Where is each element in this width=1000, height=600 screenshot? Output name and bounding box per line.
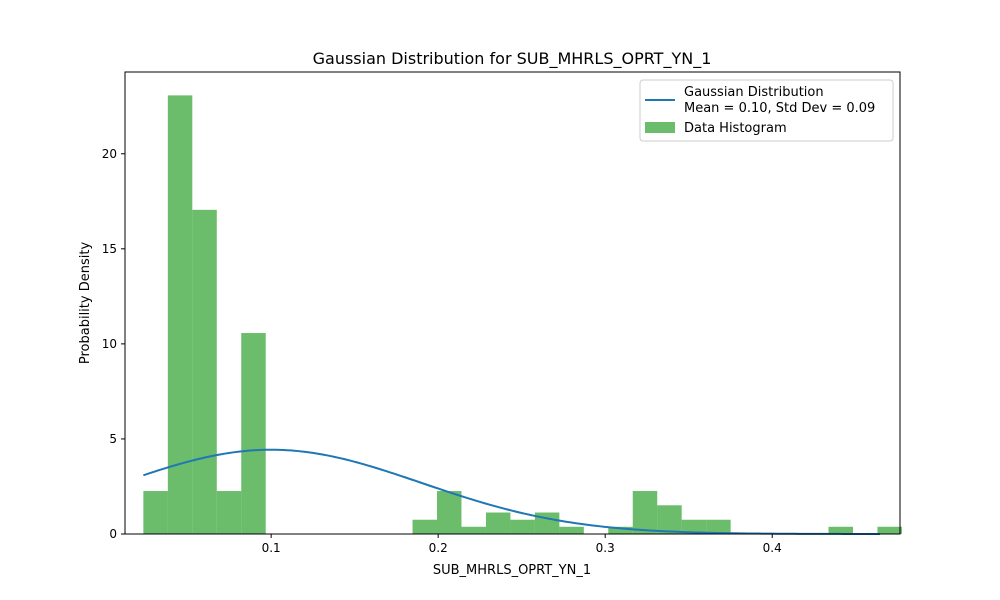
y-axis-ticks: 0 5 10 15 20 [102, 147, 125, 541]
y-axis-label: Probability Density [78, 242, 93, 365]
histogram-bar [681, 519, 707, 534]
y-tick-label: 10 [102, 337, 117, 351]
histogram-bar [412, 519, 438, 534]
x-tick-label: 0.2 [429, 541, 448, 555]
x-tick-label: 0.1 [262, 541, 281, 555]
histogram-bar [632, 491, 658, 534]
histogram-bar [216, 491, 242, 534]
histogram-bar [461, 526, 486, 534]
histogram-bar [143, 491, 168, 534]
histogram-bars [143, 95, 902, 534]
plot-frame [124, 71, 901, 535]
y-tick-label: 20 [102, 147, 117, 161]
histogram-bar [241, 333, 266, 534]
histogram-bar [608, 526, 633, 534]
x-axis-label: SUB_MHRLS_OPRT_YN_1 [433, 563, 591, 578]
histogram-bar [437, 491, 462, 534]
histogram-bar [485, 512, 511, 534]
legend-histogram-label: Data Histogram [684, 121, 787, 136]
legend: Gaussian Distribution Mean = 0.10, Std D… [639, 79, 894, 142]
x-axis-ticks: 0.1 0.2 0.3 0.4 [262, 534, 782, 555]
histogram-bar [559, 526, 584, 534]
chart-title: Gaussian Distribution for SUB_MHRLS_OPRT… [313, 49, 712, 69]
legend-patch-swatch [645, 122, 675, 133]
legend-gaussian-line2: Mean = 0.10, Std Dev = 0.09 [684, 101, 875, 116]
histogram-bar [877, 526, 902, 534]
y-tick-label: 15 [102, 242, 117, 256]
x-tick-label: 0.4 [763, 541, 782, 555]
histogram-bar [828, 526, 853, 534]
histogram-bar [192, 209, 217, 534]
legend-box [639, 79, 894, 142]
legend-gaussian-line1: Gaussian Distribution [684, 85, 824, 100]
y-tick-label: 0 [109, 527, 117, 541]
histogram-bar [167, 95, 193, 534]
histogram-bar [706, 519, 731, 534]
histogram-bar [657, 505, 682, 534]
y-tick-label: 5 [109, 432, 117, 446]
x-tick-label: 0.3 [596, 541, 615, 555]
histogram-bar [510, 519, 535, 534]
